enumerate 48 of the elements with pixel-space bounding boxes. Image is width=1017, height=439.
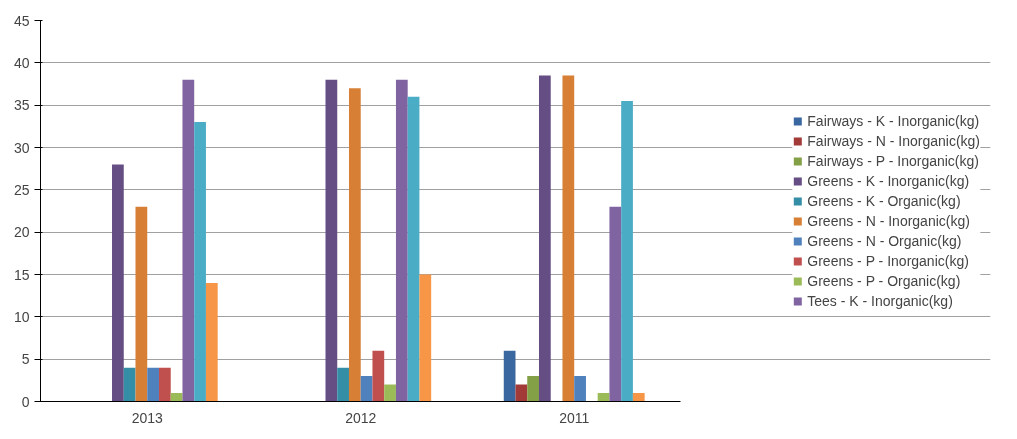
bar bbox=[325, 79, 338, 402]
bar bbox=[632, 393, 645, 402]
bar bbox=[123, 367, 136, 402]
bar bbox=[574, 376, 586, 402]
bar bbox=[503, 350, 516, 402]
bar bbox=[360, 376, 373, 402]
x-tick-label: 2012 bbox=[345, 409, 377, 426]
y-tick-label: 25 bbox=[13, 181, 30, 198]
bar bbox=[621, 100, 633, 402]
bar bbox=[135, 206, 148, 402]
y-tick-label: 10 bbox=[13, 308, 30, 325]
x-tick-label: 2011 bbox=[559, 409, 590, 426]
legend-label: Greens - K - Organic(kg) bbox=[807, 192, 961, 209]
bar bbox=[348, 88, 361, 402]
legend-label: Greens - P - Organic(kg) bbox=[807, 272, 961, 289]
bar bbox=[395, 79, 408, 402]
legend-label: Fairways - P - Inorganic(kg) bbox=[807, 152, 979, 169]
bar bbox=[158, 367, 171, 402]
y-tick-label: 35 bbox=[13, 97, 30, 114]
bar bbox=[609, 206, 622, 402]
bar bbox=[527, 376, 539, 402]
y-tick-label: 5 bbox=[21, 351, 30, 368]
bar bbox=[147, 367, 159, 402]
bar bbox=[205, 282, 218, 402]
legend-label: Fairways - N - Inorganic(kg) bbox=[807, 132, 980, 149]
legend-label: Greens - P - Inorganic(kg) bbox=[807, 252, 969, 269]
bar bbox=[538, 75, 551, 402]
legend-label: Greens - K - Inorganic(kg) bbox=[807, 172, 970, 189]
bar bbox=[112, 164, 124, 402]
y-tick-label: 15 bbox=[13, 266, 30, 283]
bar bbox=[182, 79, 195, 402]
legend-label: Greens - N - Inorganic(kg) bbox=[807, 212, 970, 229]
x-tick-label: 2013 bbox=[131, 409, 164, 426]
y-tick-label: 45 bbox=[13, 12, 30, 29]
bar bbox=[384, 384, 396, 402]
y-tick-label: 40 bbox=[13, 54, 30, 71]
legend-label: Fairways - K - Inorganic(kg) bbox=[807, 112, 980, 129]
bar bbox=[419, 274, 432, 402]
y-tick-label: 20 bbox=[13, 224, 30, 241]
bar bbox=[407, 96, 420, 402]
bar bbox=[372, 350, 385, 402]
bar bbox=[337, 367, 349, 402]
bar bbox=[194, 122, 206, 402]
y-tick-label: 30 bbox=[13, 139, 30, 156]
legend-label: Greens - N - Organic(kg) bbox=[807, 232, 962, 249]
y-tick-label: 0 bbox=[21, 393, 30, 410]
bar bbox=[562, 75, 575, 402]
legend-label: Tees - K - Inorganic(kg) bbox=[807, 292, 953, 309]
